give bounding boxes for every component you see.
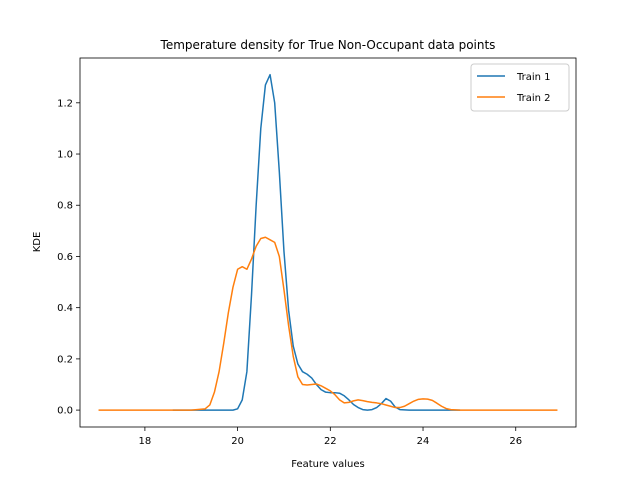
x-tick-label: 24 bbox=[417, 436, 430, 447]
x-tick-label: 26 bbox=[509, 436, 522, 447]
x-axis-ticks: 18 20 22 24 26 bbox=[139, 427, 522, 447]
legend-label-train-1: Train 1 bbox=[516, 72, 551, 83]
plot-frame bbox=[79, 57, 577, 428]
y-tick-label: 0.6 bbox=[57, 252, 73, 263]
x-axis-label: Feature values bbox=[291, 459, 365, 470]
legend-label-train-2: Train 2 bbox=[516, 93, 551, 104]
y-tick-label: 1.0 bbox=[57, 150, 73, 161]
series-layer bbox=[98, 73, 558, 411]
legend: Train 1 Train 2 bbox=[470, 63, 570, 112]
x-tick-label: 22 bbox=[324, 436, 337, 447]
y-tick-label: 0.4 bbox=[57, 303, 73, 314]
x-tick-label: 20 bbox=[231, 436, 244, 447]
y-axis-label: KDE bbox=[32, 232, 43, 253]
chart-title: Temperature density for True Non-Occupan… bbox=[160, 38, 496, 52]
y-tick-label: 0.2 bbox=[57, 354, 73, 365]
y-tick-label: 1.2 bbox=[57, 98, 73, 109]
series-line-2 bbox=[98, 236, 558, 411]
y-tick-label: 0.8 bbox=[57, 201, 73, 212]
x-tick-label: 18 bbox=[139, 436, 152, 447]
y-axis-ticks: 0.0 0.2 0.4 0.6 0.8 1.0 1.2 bbox=[57, 98, 80, 417]
y-tick-label: 0.0 bbox=[57, 406, 73, 417]
